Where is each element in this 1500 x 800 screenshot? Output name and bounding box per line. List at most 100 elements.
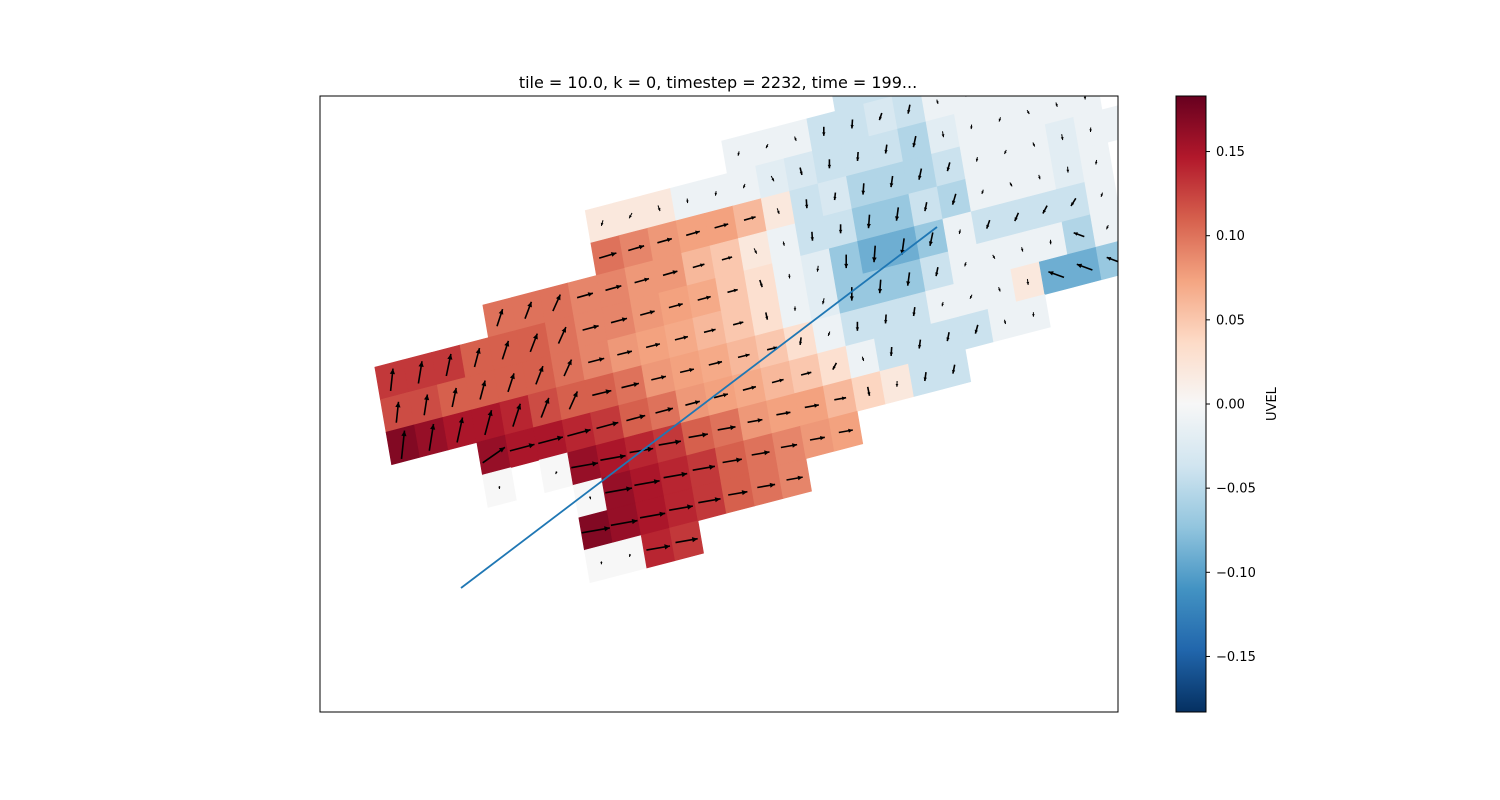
quiver-arrow-head (928, 241, 933, 246)
quiver-arrow-head (838, 229, 843, 234)
quiver-arrow-head (1032, 314, 1035, 317)
quiver-arrow (889, 175, 894, 188)
quiver-arrow-head (639, 414, 646, 420)
quiver-arrow-head (600, 222, 604, 226)
quiver-arrow (484, 409, 493, 436)
quiver-arrow-head (797, 475, 803, 481)
quiver-arrow (969, 294, 973, 300)
quiver-arrow (639, 511, 666, 519)
quiver-arrow (928, 232, 934, 246)
quiver-arrow-head (458, 417, 464, 424)
quiver-arrow (1066, 166, 1070, 173)
quiver-arrow (658, 439, 682, 446)
quiver-arrow-head (918, 175, 922, 180)
quiver-arrow-head (970, 295, 973, 299)
quiver-arrow-head (856, 157, 860, 161)
quiver-arrow-head (751, 216, 756, 220)
quiver-arrow (1026, 109, 1030, 115)
quiver-arrow-head (958, 231, 962, 234)
quiver-arrow-head (799, 341, 802, 345)
quiver-arrow-head (638, 245, 645, 250)
quiver-arrows (389, 96, 1118, 565)
quiver-arrow-head (653, 479, 660, 485)
quiver-arrow-head (389, 368, 395, 375)
quiver-arrow (936, 99, 939, 105)
quiver-arrow-head (923, 377, 927, 381)
quiver-arrow-head (736, 457, 742, 463)
quiver-arrow-head (799, 171, 803, 175)
quiver-arrow (663, 471, 688, 479)
quiver-arrow (479, 380, 487, 400)
plot-area (319, 95, 1119, 713)
quiver-arrow-head (788, 275, 791, 279)
quiver-arrow (975, 157, 979, 162)
quiver-arrow (861, 356, 865, 362)
quiver-arrow-head (691, 537, 698, 543)
quiver-arrow (389, 368, 395, 391)
quiver-arrow (747, 418, 763, 424)
quiver-arrow-head (794, 138, 797, 141)
quiver-arrow (1106, 256, 1118, 263)
quiver-arrow (538, 435, 564, 445)
quiver-arrow (906, 272, 911, 286)
quiver-arrow (645, 342, 661, 349)
quiver-arrow (496, 308, 504, 327)
quiver-arrow-head (841, 396, 847, 401)
quiver-arrow-head (649, 310, 655, 315)
quiver-arrow-head (487, 410, 493, 417)
quiver-arrow (964, 261, 967, 267)
quiver-arrow (668, 303, 683, 309)
quiver-arrow (524, 301, 533, 319)
quiver-arrow (697, 295, 711, 301)
quiver-arrow (855, 321, 860, 331)
quiver-arrow-head (481, 380, 487, 387)
quiver-arrow-head (612, 421, 619, 427)
quiver-arrow (662, 270, 678, 277)
colorbar-tick-label: −0.10 (1216, 566, 1256, 581)
colorbar-tick-label: 0.05 (1216, 313, 1245, 328)
quiver-arrow-head (849, 296, 854, 301)
quiver-arrow (816, 265, 820, 272)
quiver-arrow (1042, 205, 1048, 214)
quiver-arrow (592, 389, 612, 397)
quiver-arrow-head (1073, 232, 1078, 236)
quiver-arrow (721, 256, 733, 261)
quiver-arrow (866, 386, 871, 396)
quiver-arrow-head (1004, 151, 1007, 154)
quiver-arrow (742, 385, 757, 391)
quiver-arrow (776, 411, 791, 416)
quiver-arrow (794, 136, 797, 142)
colorbar-tick-label: 0.00 (1216, 398, 1245, 413)
quiver-arrow-head (884, 319, 888, 324)
quiver-arrow (770, 175, 775, 182)
quiver-arrow-head (475, 348, 481, 354)
quiver-arrow-head (1100, 194, 1104, 197)
quiver-arrow-head (861, 358, 865, 361)
quiver-arrow (646, 544, 671, 551)
quiver-arrow-head (1083, 96, 1087, 100)
quiver-arrow-head (555, 471, 558, 475)
quiver-arrow (626, 414, 646, 422)
quiver-arrow-head (737, 152, 740, 156)
quiver-arrow-head (822, 301, 825, 305)
quiver-arrow-head (866, 223, 871, 229)
quiver-arrow (610, 519, 638, 527)
quiver-arrow (1026, 278, 1030, 285)
quiver-arrow-head (1032, 143, 1035, 147)
quiver-arrow (428, 423, 436, 451)
quiver-arrow (884, 144, 888, 154)
quiver-arrow-head (941, 134, 945, 138)
quiver-arrow (540, 397, 550, 418)
colorbar-gradient (1176, 96, 1206, 712)
quiver-arrow (753, 248, 758, 254)
quiver-arrow-head (557, 435, 563, 441)
quiver-arrow-head (504, 340, 510, 347)
quiver-arrow (417, 361, 424, 384)
quiver-arrow-head (907, 109, 911, 114)
quiver-arrow-head (1026, 281, 1030, 285)
quiver-arrow-head (395, 401, 401, 408)
quiver-arrow-head (733, 288, 738, 293)
quiver-arrow-head (889, 352, 893, 356)
quiver-arrow-head (657, 207, 661, 212)
quiver-arrow-head (792, 443, 798, 448)
